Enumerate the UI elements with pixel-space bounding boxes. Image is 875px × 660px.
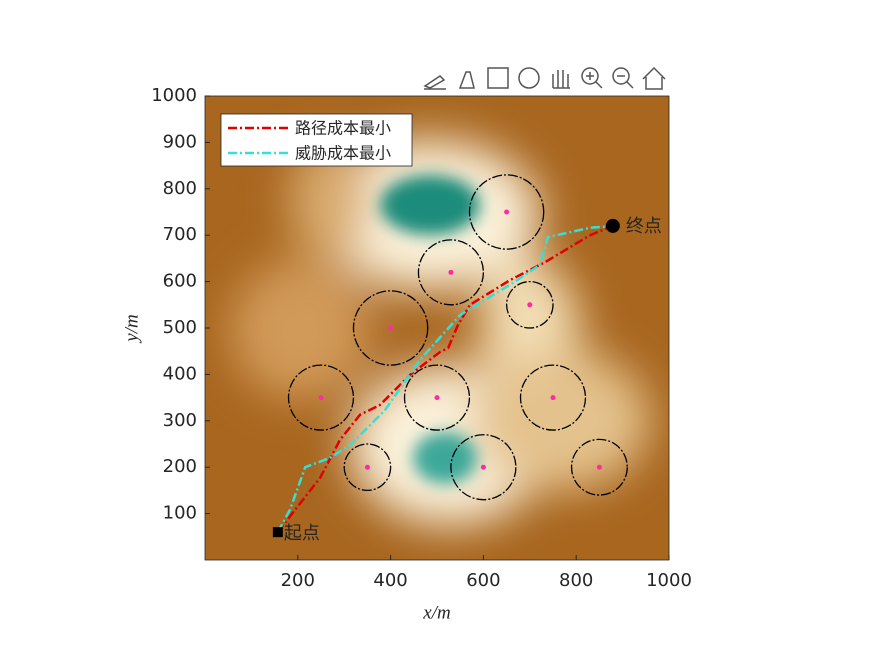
threat-circle bbox=[417, 239, 485, 306]
x-tick-label: 600 bbox=[466, 570, 500, 591]
y-tick-label: 900 bbox=[163, 131, 197, 152]
threat-circle bbox=[287, 364, 355, 431]
y-tick-label: 200 bbox=[163, 456, 197, 477]
threat-circle bbox=[343, 443, 392, 492]
threat-center bbox=[480, 464, 486, 470]
threat-center bbox=[527, 302, 533, 308]
y-tick-label: 700 bbox=[163, 224, 197, 245]
threat-center bbox=[388, 325, 394, 331]
threat-center bbox=[504, 209, 510, 215]
threat-circle bbox=[403, 364, 471, 431]
heatmap bbox=[205, 96, 669, 560]
threat-center bbox=[364, 464, 370, 470]
start-marker bbox=[272, 527, 283, 538]
brush-icon[interactable] bbox=[423, 75, 446, 90]
y-tick-label: 1000 bbox=[151, 85, 197, 106]
threat-center bbox=[434, 395, 440, 401]
legend-icon[interactable] bbox=[487, 67, 509, 89]
y-tick-label: 400 bbox=[163, 363, 197, 384]
rotate-icon[interactable] bbox=[518, 67, 540, 89]
home-icon[interactable] bbox=[642, 66, 666, 90]
brush-icon[interactable] bbox=[458, 71, 475, 89]
threat-center bbox=[550, 395, 556, 401]
x-axis-label: x/m bbox=[422, 602, 450, 623]
y-tick-label: 800 bbox=[163, 178, 197, 199]
threat-circle bbox=[352, 290, 429, 366]
threat-circle bbox=[450, 434, 517, 501]
threat-center bbox=[596, 464, 602, 470]
x-tick-label: 200 bbox=[281, 570, 315, 591]
y-axis-label: y/m bbox=[121, 314, 142, 343]
end-label: 终点 bbox=[626, 216, 662, 237]
toolbar[interactable] bbox=[423, 66, 666, 90]
y-tick-label: 300 bbox=[163, 410, 197, 431]
threat-center bbox=[318, 395, 324, 401]
y-tick-label: 500 bbox=[163, 317, 197, 338]
y-tick-label: 600 bbox=[163, 271, 197, 292]
plot-area bbox=[276, 174, 628, 533]
x-tick-label: 1000 bbox=[646, 570, 692, 591]
legend-label: 路径成本最小 bbox=[295, 119, 391, 138]
threat-circle bbox=[468, 174, 545, 250]
end-marker bbox=[605, 218, 620, 233]
threat-circle bbox=[505, 280, 554, 329]
x-tick-label: 400 bbox=[373, 570, 407, 591]
threat-center bbox=[448, 269, 454, 275]
start-label: 起点 bbox=[284, 523, 320, 544]
y-tick-label: 100 bbox=[163, 503, 197, 524]
series-line bbox=[276, 224, 613, 533]
legend-box bbox=[220, 113, 413, 167]
threat-circle bbox=[519, 364, 587, 431]
legend-label: 威胁成本最小 bbox=[295, 144, 391, 163]
zoom-in-icon[interactable] bbox=[581, 67, 599, 85]
pan-icon[interactable] bbox=[552, 70, 570, 89]
x-tick-label: 800 bbox=[559, 570, 593, 591]
zoom-out-icon[interactable] bbox=[612, 67, 630, 85]
threat-circle bbox=[570, 438, 628, 496]
